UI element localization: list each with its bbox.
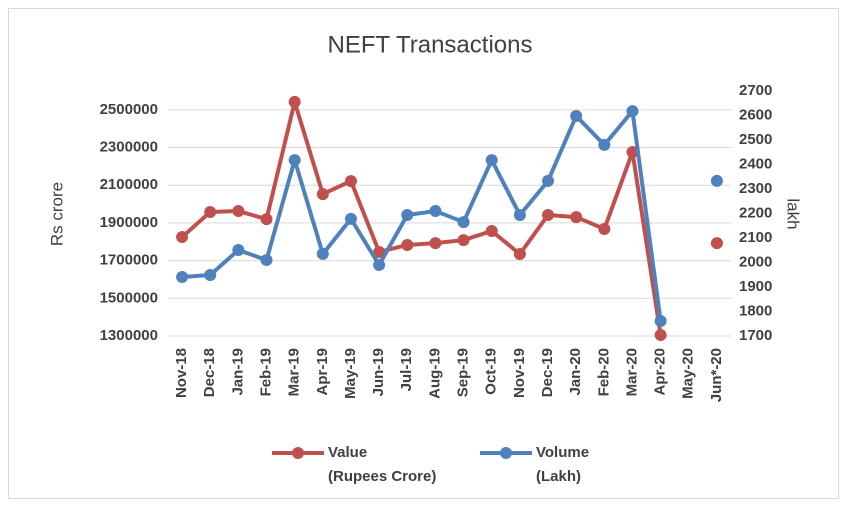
- y-tick-label: 2300000: [100, 139, 158, 156]
- x-tick-label: Sep-19: [455, 348, 472, 397]
- series-marker: [570, 211, 583, 224]
- y-tick-label: 1700000: [100, 252, 158, 269]
- series-marker: [316, 247, 329, 260]
- x-tick-label: Nov-18: [173, 348, 190, 398]
- x-tick-label: Feb-20: [595, 348, 612, 396]
- x-tick-label: May-19: [342, 348, 359, 399]
- series-marker: [513, 248, 526, 261]
- series-marker: [373, 258, 386, 271]
- x-tick-label: Mar-20: [623, 348, 640, 396]
- series-marker: [654, 315, 667, 328]
- chart-title: NEFT Transactions: [328, 31, 533, 58]
- series-marker: [204, 205, 217, 218]
- series-marker: [260, 213, 273, 226]
- series-marker: [570, 109, 583, 122]
- y2-tick-label: 2500: [739, 131, 772, 148]
- x-tick-label: Jun-19: [370, 348, 387, 396]
- chart-frame: [8, 8, 839, 499]
- series-marker: [344, 212, 357, 225]
- series-marker: [598, 138, 611, 151]
- y2-tick-label: 2200: [739, 204, 772, 221]
- y2-tick-label: 2400: [739, 155, 772, 172]
- y-axis-label: Rs crore: [47, 182, 66, 246]
- series-marker: [204, 268, 217, 281]
- legend-label: Value (Rupees Crore): [328, 444, 437, 485]
- y-tick-label: 1900000: [100, 214, 158, 231]
- series-marker: [429, 237, 442, 250]
- y2-tick-label: 2000: [739, 253, 772, 270]
- series-marker: [710, 237, 723, 250]
- series-marker: [260, 254, 273, 267]
- x-tick-label: Dec-18: [201, 348, 218, 397]
- x-tick-label: Jun*-20: [708, 348, 725, 402]
- series-marker: [176, 270, 189, 283]
- series-marker: [429, 205, 442, 218]
- series-marker: [598, 222, 611, 235]
- x-tick-label: Mar-19: [286, 348, 303, 396]
- x-tick-label: Jan-19: [229, 348, 246, 396]
- y2-tick-label: 1800: [739, 302, 772, 319]
- series-marker: [288, 95, 301, 108]
- series-marker: [626, 146, 639, 159]
- x-tick-label: Feb-19: [257, 348, 274, 396]
- series-marker: [176, 231, 189, 244]
- y-tick-label: 2500000: [100, 101, 158, 118]
- x-tick-label: Apr-20: [652, 348, 669, 396]
- y2-tick-label: 1700: [739, 327, 772, 344]
- y-tick-label: 2100000: [100, 176, 158, 193]
- series-marker: [654, 329, 667, 342]
- y2-tick-label: 2100: [739, 229, 772, 246]
- x-tick-label: Dec-19: [539, 348, 556, 397]
- series-marker: [288, 154, 301, 167]
- x-tick-label: Jan-20: [567, 348, 584, 396]
- series-marker: [401, 238, 414, 251]
- series-marker: [710, 174, 723, 187]
- series-marker: [344, 175, 357, 188]
- series-marker: [401, 208, 414, 221]
- y2-tick-label: 2600: [739, 106, 772, 123]
- x-tick-label: Oct-19: [483, 348, 500, 395]
- series-marker: [232, 244, 245, 257]
- y-tick-label: 1300000: [100, 327, 158, 344]
- series-marker: [373, 245, 386, 258]
- series-marker: [485, 225, 498, 238]
- series-marker: [457, 216, 470, 229]
- series-marker: [316, 188, 329, 201]
- x-tick-label: Aug-19: [426, 348, 443, 399]
- x-tick-label: Jul-19: [398, 348, 415, 391]
- x-tick-label: May-20: [680, 348, 697, 399]
- series-marker: [626, 105, 639, 118]
- x-tick-label: Nov-19: [511, 348, 528, 398]
- y-tick-label: 1500000: [100, 289, 158, 306]
- y2-tick-label: 1900: [739, 278, 772, 295]
- y2-axis-label: lakh: [784, 198, 803, 229]
- series-marker: [485, 154, 498, 167]
- series-marker: [457, 234, 470, 247]
- series-marker: [513, 208, 526, 221]
- x-tick-label: Apr-19: [314, 348, 331, 396]
- legend-marker: [292, 447, 304, 459]
- series-marker: [542, 209, 555, 222]
- y2-tick-label: 2700: [739, 82, 772, 99]
- series-marker: [232, 205, 245, 218]
- series-marker: [542, 174, 555, 187]
- legend-label: Volume (Lakh): [536, 444, 590, 485]
- y2-tick-label: 2300: [739, 180, 772, 197]
- legend-marker: [500, 447, 512, 459]
